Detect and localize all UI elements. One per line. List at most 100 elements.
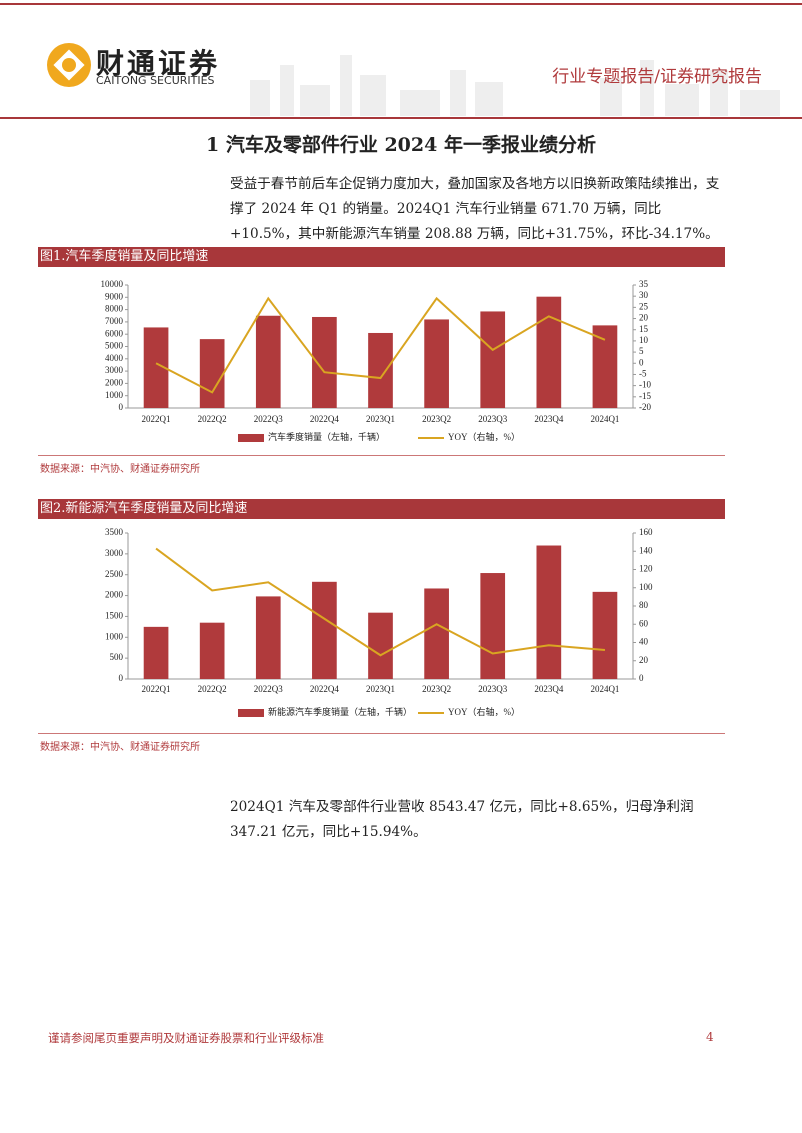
x-tick-label: 2023Q2: [422, 684, 451, 694]
y-tick-label: 9000: [105, 291, 124, 301]
figure-title: 图1.汽车季度销量及同比增速: [38, 247, 725, 267]
y2-tick-label: 80: [639, 600, 649, 610]
y2-tick-label: 0: [639, 673, 644, 683]
y2-tick-label: 10: [639, 335, 649, 345]
x-tick-label: 2024Q1: [590, 414, 619, 424]
figure-title: 图2.新能源汽车季度销量及同比增速: [38, 499, 725, 519]
bar: [368, 612, 393, 679]
bar: [255, 315, 281, 408]
company-en: CAITONG SECURITIES: [96, 74, 215, 87]
y2-tick-label: 20: [639, 313, 649, 323]
divider: [38, 733, 725, 734]
bar: [199, 622, 225, 679]
top-rule: [0, 3, 802, 5]
x-tick-label: 2023Q1: [366, 684, 395, 694]
y2-tick-label: 0: [639, 357, 644, 367]
bar: [255, 596, 281, 679]
bar: [312, 581, 337, 679]
x-tick-label: 2023Q4: [534, 414, 563, 424]
bar: [199, 339, 225, 408]
x-tick-label: 2022Q2: [198, 414, 227, 424]
x-tick-label: 2023Q3: [478, 414, 507, 424]
y2-tick-label: 15: [639, 324, 649, 334]
x-tick-label: 2023Q1: [366, 414, 395, 424]
y2-tick-label: 120: [639, 564, 653, 574]
x-tick-label: 2023Q3: [478, 684, 507, 694]
y-tick-label: 7000: [105, 316, 124, 326]
y2-tick-label: -10: [639, 380, 651, 390]
company: 财通证券: [96, 47, 221, 80]
y-tick-label: 1000: [105, 631, 124, 641]
y2-tick-label: 5: [639, 346, 644, 356]
y2-tick-label: 25: [639, 301, 649, 311]
y2-tick-label: 140: [639, 545, 653, 555]
y-tick-label: 500: [110, 652, 124, 662]
line: [155, 296, 606, 394]
x-tick-label: 2022Q4: [310, 684, 339, 694]
x-tick-label: 2022Q2: [198, 684, 227, 694]
header-rule: [0, 117, 802, 119]
bar: [143, 626, 169, 679]
y2-tick-label: 160: [639, 527, 653, 537]
paragraph: 2024Q1 汽车及零部件行业营收 8543.47 亿元，同比+8.65%，归母…: [230, 799, 694, 840]
y-tick-label: 1000: [105, 390, 124, 400]
x-tick-label: 2024Q1: [590, 684, 619, 694]
y2-tick-label: -15: [639, 391, 651, 401]
y-tick-label: 2000: [105, 590, 124, 600]
heading: 1 汽车及零部件行业 2024 年一季报业绩分析: [206, 134, 596, 156]
source: 数据来源：中汽协、财通证券研究所: [40, 464, 200, 475]
y2-tick-label: 100: [639, 582, 653, 592]
x-tick-label: 2023Q2: [422, 414, 451, 424]
report-type: 行业专题报告/证券研究报告: [552, 67, 762, 87]
logo: [47, 43, 91, 87]
y2-tick-label: 60: [639, 618, 649, 628]
divider: [38, 455, 725, 456]
x-tick-label: 2022Q3: [254, 684, 283, 694]
y-tick-label: 8000: [105, 304, 124, 314]
y-tick-label: 6000: [105, 328, 124, 338]
chart: 0 500 1000 1500 2000 2500 3000 3500 0 20 40 60 80 100…: [105, 527, 653, 717]
bar: [592, 325, 618, 408]
legend-label: 汽车季度销量（左轴，千辆）: [268, 431, 385, 442]
y-tick-label: 10000: [101, 279, 124, 289]
skyline: [250, 55, 780, 116]
y-tick-label: 2000: [105, 377, 124, 387]
y2-tick-label: 30: [639, 290, 649, 300]
legend-label: 新能源汽车季度销量（左轴，千辆）: [268, 706, 412, 717]
x-tick-label: 2023Q4: [534, 684, 563, 694]
line: [155, 547, 606, 657]
y2-tick-label: -20: [639, 402, 651, 412]
x-tick-label: 2022Q1: [142, 414, 171, 424]
paragraph: 受益于春节前后车企促销力度加大，叠加国家及各地方以旧换新政策陆续推出，支撑了 2…: [230, 176, 720, 242]
bar: [480, 573, 506, 679]
y-tick-label: 4000: [105, 353, 124, 363]
y2-tick-label: 20: [639, 655, 649, 665]
y2-tick-label: 40: [639, 637, 649, 647]
x-tick-label: 2022Q4: [310, 414, 339, 424]
chart: 0100020003000400050006000700080009000100…: [101, 279, 652, 442]
legend-label: YOY（右轴，%）: [448, 431, 520, 442]
bar: [424, 588, 449, 679]
y-tick-label: 0: [119, 402, 124, 412]
y-tick-label: 3000: [105, 548, 124, 558]
x-tick-label: 2022Q1: [142, 684, 171, 694]
y-tick-label: 0: [119, 673, 124, 683]
bar: [424, 319, 449, 408]
legend-swatch: [238, 434, 264, 442]
bar: [536, 296, 562, 408]
y-tick-label: 3500: [105, 527, 124, 537]
y-tick-label: 5000: [105, 341, 124, 351]
bar: [368, 332, 393, 408]
footer: 谨请参阅尾页重要声明及财通证券股票和行业评级标准: [48, 1031, 324, 1045]
source: 数据来源：中汽协、财通证券研究所: [40, 742, 200, 753]
y2-tick-label: -5: [639, 369, 647, 379]
page-number: 4: [706, 1030, 714, 1044]
y2-tick-label: 35: [639, 279, 649, 289]
y-tick-label: 3000: [105, 365, 124, 375]
y-tick-label: 2500: [105, 569, 124, 579]
bar: [480, 311, 506, 408]
y-tick-label: 1500: [105, 610, 124, 620]
x-tick-label: 2022Q3: [254, 414, 283, 424]
bar: [592, 591, 618, 679]
